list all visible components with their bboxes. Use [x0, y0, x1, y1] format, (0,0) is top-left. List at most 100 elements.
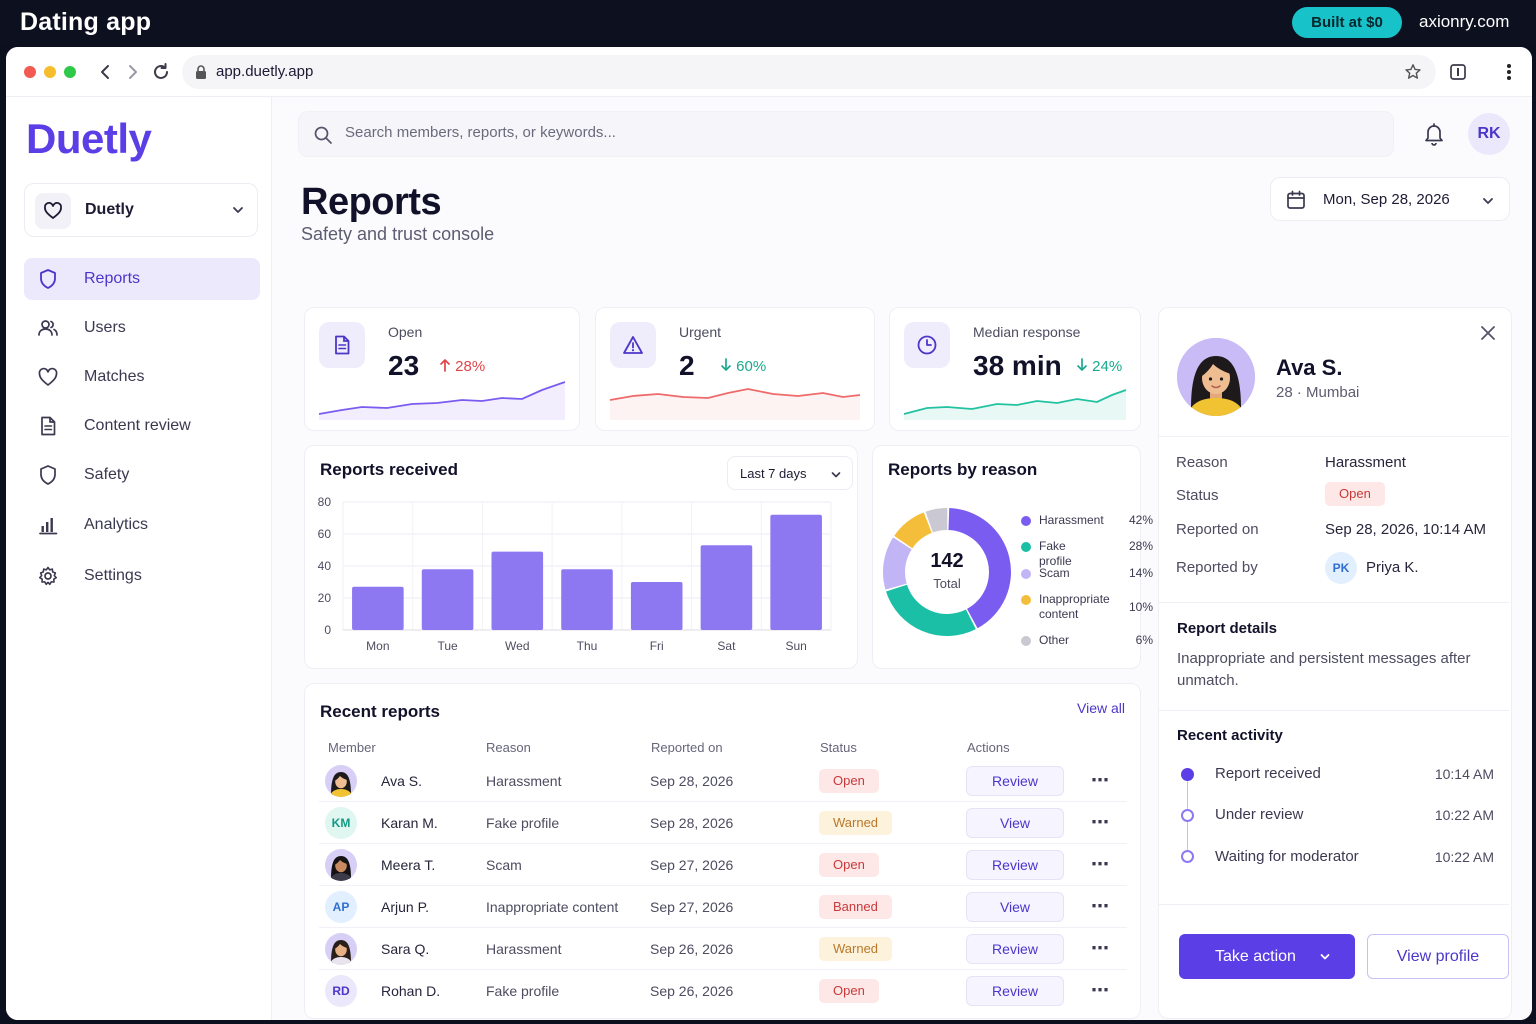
more-options-icon[interactable]: ⋯	[1091, 980, 1110, 1000]
column-header[interactable]: Reason	[486, 740, 531, 755]
kpi-label: Open	[388, 324, 423, 340]
bar-thu[interactable]	[561, 569, 613, 630]
donut-slice-inappropriate-content[interactable]	[894, 512, 932, 549]
recent-activity-title: Recent activity	[1177, 727, 1283, 744]
bar-mon[interactable]	[352, 586, 404, 630]
search-bar[interactable]	[298, 111, 1394, 157]
member-name[interactable]: Karan M.	[381, 815, 438, 831]
menu-kebab-icon[interactable]	[1500, 61, 1518, 83]
sidebar-item-analytics[interactable]: Analytics	[24, 504, 260, 546]
report-reason: Scam	[486, 857, 522, 873]
bell-icon[interactable]	[1422, 121, 1446, 147]
member-name[interactable]: Arjun P.	[381, 899, 429, 915]
row-action-button[interactable]: View	[966, 808, 1064, 838]
field-value: Harassment	[1325, 454, 1406, 471]
bar-tue[interactable]	[421, 569, 474, 630]
reporter-name[interactable]: Priya K.	[1366, 559, 1419, 576]
column-header[interactable]: Reported on	[651, 740, 723, 755]
view-all-link[interactable]: View all	[1077, 700, 1125, 716]
legend-label: Fake profile	[1039, 539, 1072, 568]
member-meta: 28 · Mumbai	[1276, 384, 1360, 401]
x-tick-label: Sat	[717, 639, 736, 653]
bar-fri[interactable]	[630, 582, 683, 630]
more-options-icon[interactable]: ⋯	[1091, 896, 1110, 916]
activity-time: 10:14 AM	[1434, 766, 1494, 782]
banner-site[interactable]: axionry.com	[1419, 12, 1510, 31]
field-label: Status	[1176, 487, 1219, 504]
minimize-window-dot[interactable]	[44, 66, 56, 78]
row-action-button[interactable]: Review	[966, 976, 1064, 1006]
built-badge[interactable]: Built at $0	[1292, 7, 1402, 38]
back-icon[interactable]	[94, 60, 116, 84]
donut-slice-harassment[interactable]	[948, 508, 1011, 629]
close-window-dot[interactable]	[24, 66, 36, 78]
maximize-window-dot[interactable]	[64, 66, 76, 78]
sidebar-item-users[interactable]: Users	[24, 307, 260, 349]
member-name[interactable]: Ava S.	[381, 773, 422, 789]
gear-icon	[39, 566, 57, 586]
table-row[interactable]: Ava S. Harassment Sep 28, 2026 Open Review ⋯	[319, 760, 1127, 802]
column-header[interactable]: Status	[820, 740, 857, 755]
table-row[interactable]: Sara Q. Harassment Sep 26, 2026 Warned Revie…	[319, 928, 1127, 970]
users-icon	[38, 320, 58, 336]
bookmark-star-icon[interactable]	[1404, 63, 1422, 81]
kpi-card-median-response[interactable]: Median response 38 min 24%	[889, 307, 1141, 431]
donut-slice-other[interactable]	[925, 508, 948, 533]
divider	[1159, 602, 1509, 603]
search-input[interactable]	[345, 124, 1245, 141]
member-avatar: AP	[325, 891, 357, 923]
timeline-dot-filled	[1181, 768, 1194, 781]
sidebar-item-content-review[interactable]: Content review	[24, 405, 260, 447]
table-row[interactable]: KM Karan M. Fake profile Sep 28, 2026 Warned…	[319, 802, 1127, 844]
sidebar-item-label: Reports	[84, 270, 141, 287]
report-details-title: Report details	[1177, 620, 1278, 637]
member-name[interactable]: Sara Q.	[381, 941, 430, 957]
report-reason: Fake profile	[486, 815, 560, 831]
sidebar-item-safety[interactable]: Safety	[24, 454, 260, 496]
kpi-card-urgent[interactable]: Urgent 2 60%	[595, 307, 875, 431]
y-tick-label: 40	[318, 559, 332, 573]
table-row[interactable]: RD Rohan D. Fake profile Sep 26, 2026 Open Re…	[319, 970, 1127, 1012]
row-action-button[interactable]: Review	[966, 934, 1064, 964]
sidebar-item-settings[interactable]: Settings	[24, 555, 260, 597]
column-header[interactable]: Actions	[967, 740, 1010, 755]
main-content: RK Reports Safety and trust console Mon,…	[272, 97, 1532, 1020]
column-header[interactable]: Member	[328, 740, 376, 755]
member-photo	[325, 849, 357, 881]
bar-sat[interactable]	[700, 545, 753, 630]
row-action-button[interactable]: Review	[966, 766, 1064, 796]
extension-icon[interactable]	[1449, 63, 1467, 81]
take-action-button[interactable]: Take action	[1179, 934, 1355, 979]
donut-slice-scam[interactable]	[883, 537, 912, 590]
table-row[interactable]: Meera T. Scam Sep 27, 2026 Open Review ⋯	[319, 844, 1127, 886]
forward-icon[interactable]	[122, 60, 144, 84]
sidebar-item-reports[interactable]: Reports	[24, 258, 260, 300]
app-logo[interactable]: Duetly	[26, 115, 152, 162]
workspace-switcher[interactable]: Duetly	[24, 183, 258, 237]
report-date: Sep 28, 2026	[650, 773, 734, 789]
more-options-icon[interactable]: ⋯	[1091, 938, 1110, 958]
more-options-icon[interactable]: ⋯	[1091, 770, 1110, 790]
donut-slice-fake-profile[interactable]	[886, 584, 976, 636]
reload-icon[interactable]	[150, 60, 172, 84]
report-detail-panel: Ava S. 28 · Mumbai Reason Harassment Sta…	[1158, 307, 1512, 1019]
bar-wed[interactable]	[491, 551, 544, 630]
sidebar-item-matches[interactable]: Matches	[24, 356, 260, 398]
close-icon[interactable]	[1479, 324, 1497, 342]
member-name[interactable]: Rohan D.	[381, 983, 441, 999]
date-picker[interactable]: Mon, Sep 28, 2026	[1270, 177, 1510, 221]
table-row[interactable]: AP Arjun P. Inappropriate content Sep 27, 2…	[319, 886, 1127, 928]
member-name[interactable]: Meera T.	[381, 857, 436, 873]
row-action-button[interactable]: Review	[966, 850, 1064, 880]
kpi-card-open[interactable]: Open 23 28%	[304, 307, 580, 431]
status-badge: Open	[819, 979, 879, 1003]
more-options-icon[interactable]: ⋯	[1091, 854, 1110, 874]
user-avatar[interactable]: RK	[1468, 113, 1510, 155]
row-action-button[interactable]: View	[966, 892, 1064, 922]
kpi-sparkline	[318, 381, 566, 420]
address-bar[interactable]: app.duetly.app	[182, 55, 1436, 89]
range-select[interactable]: Last 7 days	[727, 456, 853, 490]
bar-sun[interactable]	[770, 514, 822, 630]
view-profile-button[interactable]: View profile	[1367, 934, 1509, 979]
more-options-icon[interactable]: ⋯	[1091, 812, 1110, 832]
